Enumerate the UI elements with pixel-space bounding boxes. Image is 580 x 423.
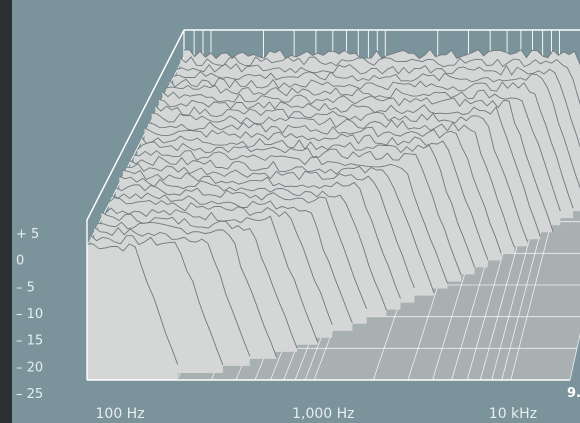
decay-trace [111,192,353,324]
waterfall-chart: + 5 0 – 5 – 10 – 15 – 20 – 25 100 Hz 1,000 Hz 10 … [12,0,580,423]
x-tick-label: 100 Hz [96,406,145,422]
y-tick-label: – 10 [16,307,43,322]
decay-trace [125,163,415,288]
y-tick-label: – 20 [16,360,43,375]
decay-trace [121,169,401,299]
decay-trace [183,48,580,66]
decay-trace [97,221,278,358]
surface-slice [87,243,178,380]
decay-trace [172,70,580,189]
x-tick-label: 10 kHz [489,406,537,422]
decay-trace [90,234,224,366]
y-tick-label: – 5 [16,280,35,295]
decay-trace [147,121,502,254]
decay-trace [133,150,449,284]
decay-trace [86,243,179,365]
decay-trace [136,141,462,276]
decay-trace [119,176,387,311]
x-tick-label: 1,000 Hz [292,406,354,422]
y-tick-label: – 15 [16,334,43,349]
decay-trace [161,91,554,233]
waterfall-plot: + 5 0 – 5 – 10 – 15 – 20 – 25 100 Hz 1,000 Hz 10 … [16,29,580,422]
decay-trace [114,184,368,309]
decay-trace [151,112,515,248]
y-tick-label: 0 [16,254,24,269]
decay-trace [129,155,435,293]
decay-trace [179,56,580,106]
decay-trace [154,105,528,242]
decay-trace [101,211,298,349]
decay-trace [108,197,333,325]
decay-trace [176,63,580,148]
decay-trace [168,77,574,209]
decay-trace [104,207,319,343]
decay-trace [93,226,251,357]
decay-trace [164,84,561,212]
left-top-edge [86,29,185,221]
y-tick-label: + 5 [16,227,39,242]
decay-trace [144,127,489,261]
y-tick-label: – 25 [16,387,43,402]
decay-trace [158,98,541,237]
time-axis-end-label: 9. [567,386,580,401]
